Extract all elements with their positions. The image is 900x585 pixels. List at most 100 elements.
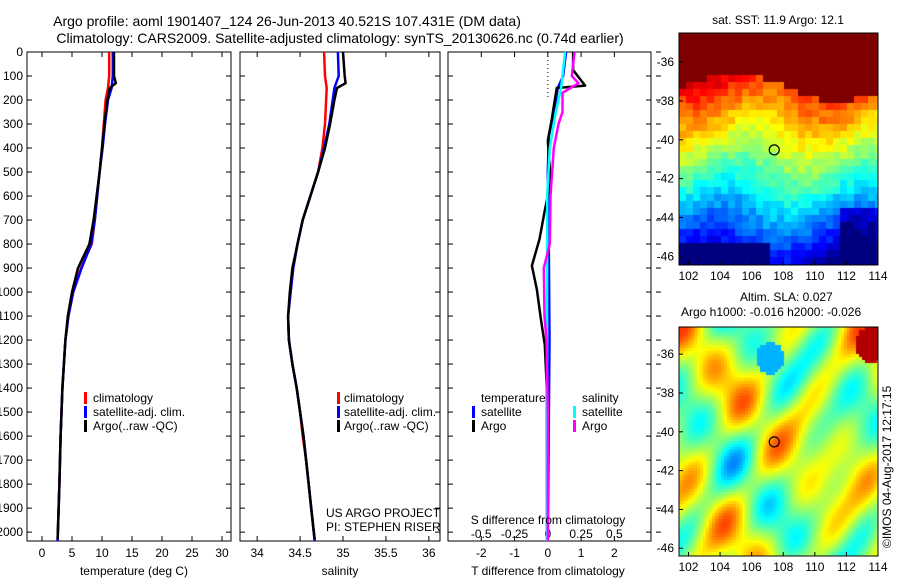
map-x-tick-label: 106 [742, 560, 762, 574]
legend-label: Argo(..raw -QC) [344, 419, 429, 433]
s-difference-axis-label: S difference from climatology [471, 513, 626, 527]
legend-label: Argo(..raw -QC) [93, 419, 178, 433]
x-tick-label: -2 [476, 546, 487, 560]
legend-swatch-climatology [84, 392, 87, 404]
x-tick-label: 2 [611, 546, 618, 560]
y-tick-label: 1300 [0, 357, 23, 371]
map-x-tick-label: 112 [837, 560, 856, 574]
y-tick-label: 500 [3, 165, 23, 179]
x-tick-label: 35.5 [374, 546, 398, 560]
map-y-tick-label: -44 [657, 502, 675, 516]
legend-swatch-climatology [337, 392, 340, 404]
x-tick-label: 30 [215, 546, 229, 560]
legend-swatch-argo [84, 420, 87, 432]
y-tick-label: 1000 [0, 285, 23, 299]
x-tick-label: 1 [578, 546, 585, 560]
x-tick-label: 10 [95, 546, 109, 560]
credit-text: ©IMOS 04-Aug-2017 12:17:15 [880, 385, 894, 548]
x-tick-label: 20 [155, 546, 169, 560]
map-y-tick-label: -42 [657, 464, 675, 478]
y-tick-label: 1500 [0, 405, 23, 419]
y-tick-label: 200 [3, 93, 23, 107]
salinity-axis-label: salinity [322, 564, 359, 578]
map-y-tick-label: -40 [657, 133, 675, 147]
x-tick-label: 0 [544, 546, 551, 560]
legend-swatch-satellite [337, 406, 340, 418]
x2-tick-label: 0.5 [606, 527, 623, 541]
map-y-tick-label: -46 [657, 541, 675, 555]
salinity-legend: climatology satellite-adj. clim. Argo(..… [337, 391, 436, 433]
y-tick-label: 800 [3, 237, 23, 251]
series-argo-raw-qc- [286, 51, 347, 540]
y-tick-label: 1900 [0, 501, 23, 515]
legend-swatch-t-argo [472, 420, 475, 432]
map-x-tick-label: 102 [678, 269, 698, 283]
x-tick-label: 36 [422, 546, 436, 560]
map-x-tick-label: 114 [868, 269, 887, 283]
x-tick-label: 34 [250, 546, 264, 560]
legend-swatch-satellite [84, 406, 87, 418]
y-tick-label: 1200 [0, 333, 23, 347]
map-x-tick-label: 102 [678, 560, 698, 574]
y-tick-label: 300 [3, 117, 23, 131]
t-difference-axis-label: T difference from climatology [471, 564, 625, 578]
x-tick-label: 35 [336, 546, 350, 560]
map-y-tick-label: -44 [657, 210, 675, 224]
sst-map [679, 33, 878, 265]
legend-label: satellite [582, 405, 623, 419]
y-tick-label: 2000 [0, 525, 23, 539]
temperature-axis-label: temperature (deg C) [80, 564, 188, 578]
x-tick-label: 15 [125, 546, 139, 560]
temperature-panel [26, 51, 232, 542]
series-argo-raw-qc- [56, 52, 118, 540]
y-tick-label: 100 [3, 69, 23, 83]
argo-location-marker [768, 144, 780, 156]
map-x-tick-label: 106 [742, 269, 762, 283]
map-x-tick-label: 104 [710, 269, 730, 283]
legend-title-salinity: salinity [582, 391, 619, 405]
map-x-tick-label: 108 [773, 269, 793, 283]
sla-map [679, 327, 878, 556]
y-tick-label: 1600 [0, 429, 23, 443]
sla-map-title: Altim. SLA: 0.027 [740, 290, 833, 304]
project-line-1: US ARGO PROJECT [326, 506, 441, 520]
x2-tick-label: -0.5 [471, 527, 492, 541]
map-x-tick-label: 110 [805, 269, 824, 283]
y-tick-label: 600 [3, 189, 23, 203]
x-tick-label: -1 [509, 546, 520, 560]
map-y-tick-label: -38 [657, 386, 675, 400]
series-salinity-argo [542, 51, 580, 541]
y-tick-label: 900 [3, 261, 23, 275]
legend-swatch-s-satellite [573, 406, 576, 418]
map-y-tick-label: -40 [657, 425, 675, 439]
legend-label: Argo [582, 419, 608, 433]
x-tick-label: 25 [185, 546, 199, 560]
series-satellite-adj-clim- [286, 51, 340, 542]
map-y-tick-label: -42 [657, 172, 675, 186]
difference-legend: temperature salinity satellite Argo sate… [472, 391, 623, 433]
legend-label: climatology [93, 391, 153, 405]
x2-tick-label: 0.25 [569, 527, 593, 541]
map-y-tick-label: -36 [657, 347, 675, 361]
x-tick-label: 5 [69, 546, 76, 560]
difference-panel [447, 51, 652, 542]
map-x-tick-label: 108 [773, 560, 793, 574]
y-tick-label: 1700 [0, 453, 23, 467]
map-y-tick-label: -36 [657, 55, 675, 69]
x-tick-label: 34.5 [288, 546, 312, 560]
title-line-2: Climatology: CARS2009. Satellite-adjuste… [56, 30, 623, 46]
legend-label: Argo [481, 419, 507, 433]
y-tick-label: 1100 [0, 309, 23, 323]
legend-label: climatology [344, 391, 404, 405]
y-tick-label: 1800 [0, 477, 23, 491]
argo-location-marker [768, 436, 780, 448]
sla-map-frame [678, 326, 879, 557]
project-line-2: PI: STEPHEN RISER [326, 520, 441, 534]
map-x-tick-label: 112 [837, 269, 856, 283]
map-x-tick-label: 110 [805, 560, 824, 574]
map-y-tick-label: -38 [657, 94, 675, 108]
title-line-1: Argo profile: aoml 1901407_124 26-Jun-20… [53, 13, 521, 29]
map-y-tick-label: -46 [657, 249, 675, 263]
sst-map-frame [678, 32, 879, 266]
